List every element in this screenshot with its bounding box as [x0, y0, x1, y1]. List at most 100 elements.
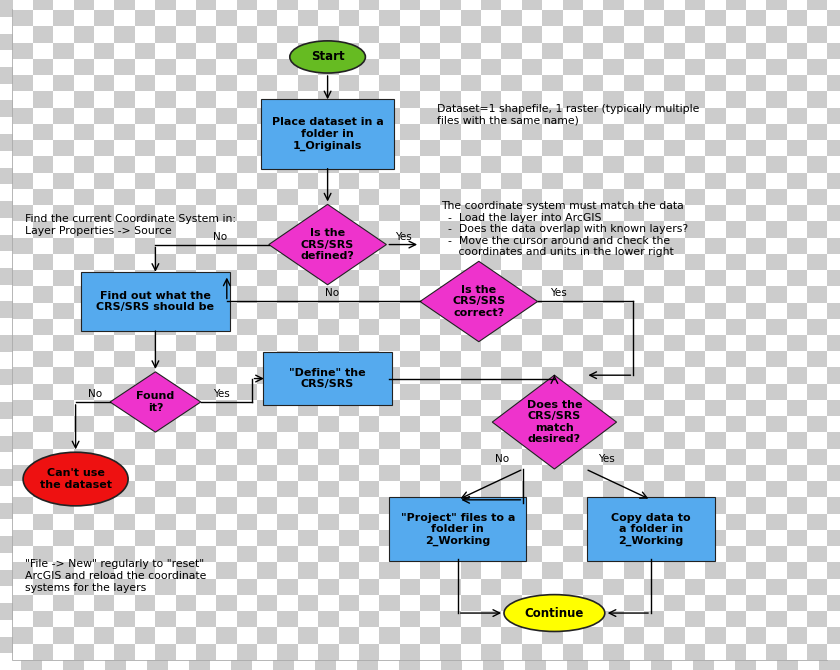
FancyBboxPatch shape [252, 251, 273, 268]
FancyBboxPatch shape [339, 59, 359, 75]
FancyBboxPatch shape [400, 270, 420, 286]
FancyBboxPatch shape [294, 100, 315, 117]
FancyBboxPatch shape [13, 319, 33, 335]
FancyBboxPatch shape [135, 75, 155, 91]
FancyBboxPatch shape [525, 636, 546, 653]
FancyBboxPatch shape [359, 611, 380, 627]
FancyBboxPatch shape [644, 319, 664, 335]
FancyBboxPatch shape [746, 172, 766, 189]
FancyBboxPatch shape [651, 117, 672, 134]
FancyBboxPatch shape [483, 50, 504, 67]
FancyBboxPatch shape [746, 481, 766, 497]
FancyBboxPatch shape [706, 107, 726, 124]
FancyBboxPatch shape [315, 570, 336, 586]
FancyBboxPatch shape [21, 218, 42, 234]
FancyBboxPatch shape [378, 369, 399, 385]
FancyBboxPatch shape [624, 351, 644, 367]
FancyBboxPatch shape [42, 636, 63, 653]
FancyBboxPatch shape [135, 514, 155, 530]
FancyBboxPatch shape [114, 286, 134, 303]
FancyBboxPatch shape [543, 303, 563, 319]
FancyBboxPatch shape [685, 627, 706, 644]
FancyBboxPatch shape [84, 436, 105, 452]
FancyBboxPatch shape [420, 0, 440, 10]
FancyBboxPatch shape [237, 286, 257, 303]
FancyBboxPatch shape [827, 335, 840, 351]
FancyBboxPatch shape [13, 335, 33, 351]
FancyBboxPatch shape [257, 351, 277, 367]
FancyBboxPatch shape [54, 319, 74, 335]
FancyBboxPatch shape [714, 586, 735, 603]
FancyBboxPatch shape [672, 234, 693, 251]
FancyBboxPatch shape [420, 318, 441, 335]
FancyBboxPatch shape [217, 238, 237, 254]
FancyBboxPatch shape [126, 318, 147, 335]
FancyBboxPatch shape [54, 42, 74, 59]
FancyBboxPatch shape [483, 34, 504, 50]
FancyBboxPatch shape [196, 530, 217, 546]
FancyBboxPatch shape [189, 603, 210, 620]
FancyBboxPatch shape [807, 449, 827, 465]
FancyBboxPatch shape [336, 369, 357, 385]
FancyBboxPatch shape [359, 400, 380, 416]
FancyBboxPatch shape [706, 238, 726, 254]
FancyBboxPatch shape [380, 351, 400, 367]
FancyBboxPatch shape [21, 653, 42, 670]
FancyBboxPatch shape [664, 156, 685, 172]
FancyBboxPatch shape [42, 184, 63, 201]
FancyBboxPatch shape [441, 0, 462, 17]
FancyBboxPatch shape [155, 579, 176, 595]
FancyBboxPatch shape [440, 367, 461, 384]
FancyBboxPatch shape [63, 218, 84, 234]
FancyBboxPatch shape [756, 653, 777, 670]
FancyBboxPatch shape [726, 75, 746, 91]
FancyBboxPatch shape [315, 553, 336, 570]
FancyBboxPatch shape [664, 221, 685, 238]
FancyBboxPatch shape [644, 26, 664, 42]
FancyBboxPatch shape [231, 100, 252, 117]
FancyBboxPatch shape [176, 595, 196, 611]
FancyBboxPatch shape [756, 201, 777, 218]
FancyBboxPatch shape [522, 238, 543, 254]
FancyBboxPatch shape [461, 497, 481, 514]
FancyBboxPatch shape [357, 586, 378, 603]
FancyBboxPatch shape [318, 26, 339, 42]
FancyBboxPatch shape [714, 251, 735, 268]
FancyBboxPatch shape [217, 205, 237, 221]
FancyBboxPatch shape [609, 586, 630, 603]
FancyBboxPatch shape [609, 234, 630, 251]
FancyBboxPatch shape [588, 519, 609, 536]
FancyBboxPatch shape [441, 570, 462, 586]
FancyBboxPatch shape [359, 286, 380, 303]
FancyBboxPatch shape [380, 270, 400, 286]
FancyBboxPatch shape [567, 201, 588, 218]
FancyBboxPatch shape [63, 636, 84, 653]
FancyBboxPatch shape [42, 352, 63, 368]
FancyBboxPatch shape [54, 189, 74, 205]
FancyBboxPatch shape [84, 553, 105, 570]
FancyBboxPatch shape [624, 189, 644, 205]
FancyBboxPatch shape [461, 189, 481, 205]
FancyBboxPatch shape [819, 419, 840, 436]
FancyBboxPatch shape [189, 168, 210, 184]
FancyBboxPatch shape [257, 238, 277, 254]
FancyBboxPatch shape [651, 436, 672, 452]
FancyBboxPatch shape [786, 546, 807, 562]
FancyBboxPatch shape [603, 172, 624, 189]
Ellipse shape [290, 41, 365, 73]
FancyBboxPatch shape [147, 0, 168, 17]
FancyBboxPatch shape [567, 302, 588, 318]
FancyBboxPatch shape [420, 335, 440, 351]
FancyBboxPatch shape [294, 586, 315, 603]
FancyBboxPatch shape [273, 234, 294, 251]
FancyBboxPatch shape [827, 400, 840, 416]
FancyBboxPatch shape [126, 603, 147, 620]
FancyBboxPatch shape [217, 10, 237, 26]
FancyBboxPatch shape [273, 452, 294, 469]
FancyBboxPatch shape [277, 10, 297, 26]
FancyBboxPatch shape [237, 75, 257, 91]
FancyBboxPatch shape [63, 17, 84, 34]
FancyBboxPatch shape [588, 436, 609, 452]
FancyBboxPatch shape [399, 134, 420, 151]
FancyBboxPatch shape [664, 10, 685, 26]
